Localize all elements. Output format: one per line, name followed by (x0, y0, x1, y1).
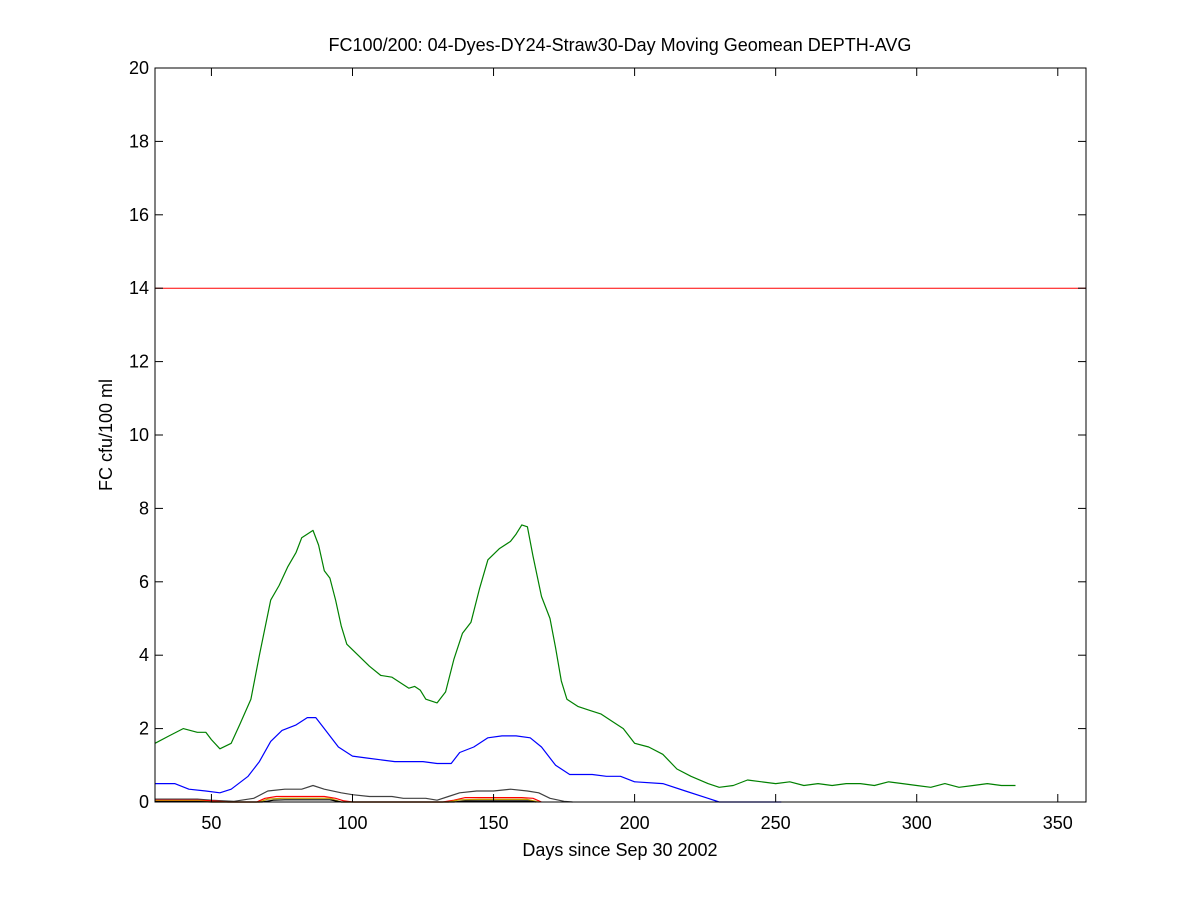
y-tick-label: 18 (129, 131, 149, 151)
y-axis-label: FC cfu/100 ml (96, 379, 116, 491)
y-tick-label: 10 (129, 425, 149, 445)
y-tick-label: 14 (129, 278, 149, 298)
x-tick-label: 250 (761, 813, 791, 833)
x-axis-ticks: 50 100 150 200 250 300 350 (201, 68, 1073, 833)
series-line-1 (154, 524, 1016, 788)
chart-title: FC100/200: 04-Dyes-DY24-Straw30-Day Movi… (329, 35, 912, 55)
x-tick-label: 200 (620, 813, 650, 833)
y-tick-label: 20 (129, 58, 149, 78)
y-axis-ticks: 0 2 4 6 8 10 12 14 16 18 20 (129, 58, 1086, 812)
x-tick-label: 150 (479, 813, 509, 833)
x-tick-label: 350 (1043, 813, 1073, 833)
series-line-3 (155, 784, 573, 803)
y-tick-label: 12 (129, 352, 149, 372)
y-tick-label: 16 (129, 205, 149, 225)
x-axis-label: Days since Sep 30 2002 (522, 840, 717, 860)
y-tick-label: 2 (139, 719, 149, 739)
y-tick-label: 4 (139, 645, 149, 665)
y-tick-label: 0 (139, 792, 149, 812)
series-line-2 (155, 716, 782, 803)
y-tick-label: 6 (139, 572, 149, 592)
x-tick-label: 300 (902, 813, 932, 833)
x-tick-label: 50 (201, 813, 221, 833)
x-tick-label: 100 (337, 813, 367, 833)
y-tick-label: 8 (139, 498, 149, 518)
plot-area: 50 100 150 200 250 300 350 0 2 4 6 8 10 12 14 16 18 20 (129, 58, 1087, 833)
